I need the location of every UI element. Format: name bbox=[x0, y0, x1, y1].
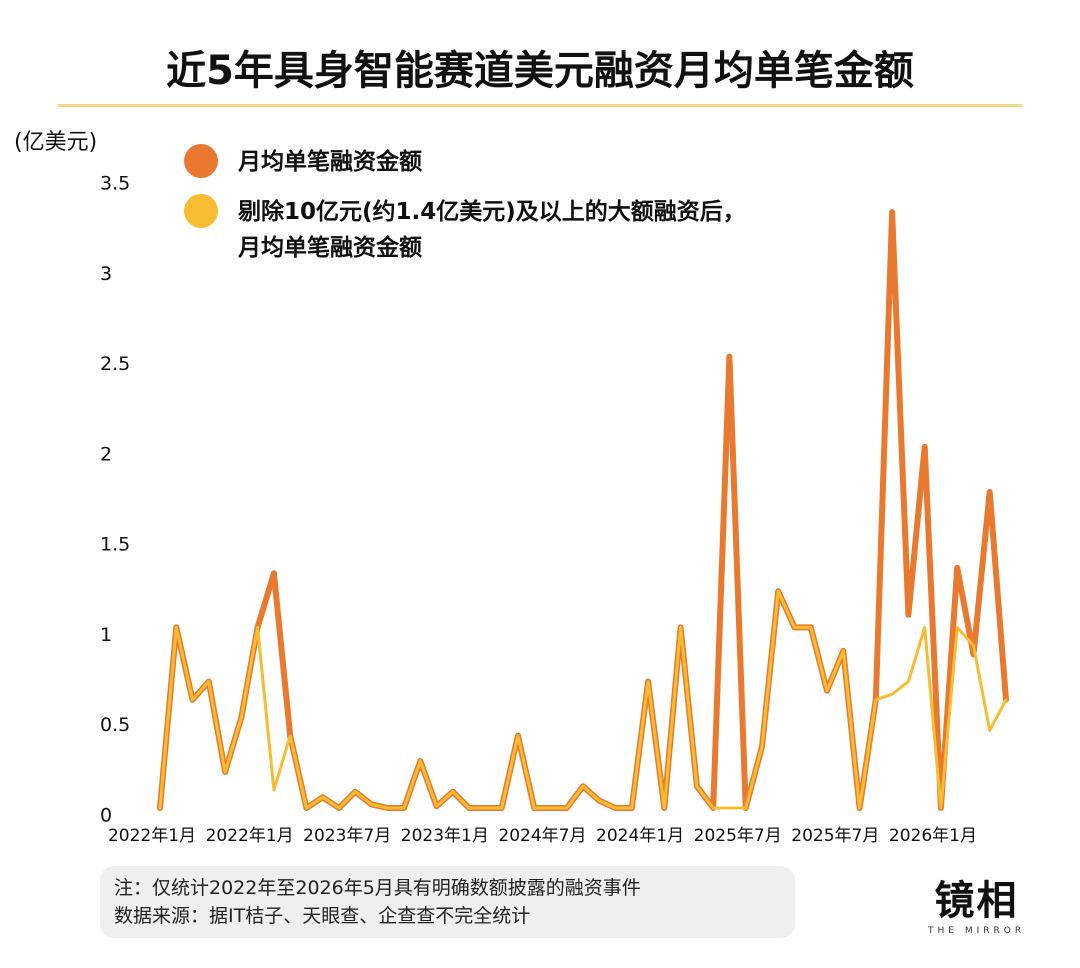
y-tick-label: 3.5 bbox=[100, 173, 130, 195]
logo-main: 镜相 bbox=[934, 878, 1019, 924]
legend-label: 剔除10亿元(约1.4亿美元)及以上的大额融资后， 月均单笔融资金额 bbox=[238, 199, 746, 261]
series-line bbox=[158, 589, 1008, 810]
y-axis-label: (亿美元) bbox=[14, 130, 98, 155]
y-tick-label: 0.5 bbox=[100, 714, 130, 736]
y-tick-label: 2 bbox=[100, 443, 112, 465]
note: 数据来源：据IT桔子、天眼查、企查查不完全统计 bbox=[114, 905, 531, 927]
y-tick-label: 1.5 bbox=[100, 534, 130, 556]
y-tick-label: 1 bbox=[100, 624, 112, 646]
legend-item: 剔除10亿元(约1.4亿美元)及以上的大额融资后， 月均单笔融资金额 bbox=[184, 194, 746, 266]
x-tick-label: 2024年1月 bbox=[596, 826, 684, 846]
y-tick-label: 2.5 bbox=[100, 353, 130, 375]
notes: 注：仅统计2022年至2026年5月具有明确数额披露的融资事件 数据来源：据IT… bbox=[100, 866, 795, 938]
logo: 镜相 THE MIRROR bbox=[928, 868, 1025, 936]
x-tick-label: 2025年7月 bbox=[791, 826, 879, 846]
legend: 月均单笔融资金额剔除10亿元(约1.4亿美元)及以上的大额融资后， 月均单笔融资… bbox=[184, 144, 746, 280]
x-tick-label: 2026年1月 bbox=[889, 826, 977, 846]
y-tick-label: 0 bbox=[100, 805, 112, 827]
series-line bbox=[157, 209, 1009, 811]
x-tick-label: 2023年1月 bbox=[401, 826, 489, 846]
x-tick-label: 2022年1月 bbox=[108, 826, 196, 846]
x-tick-label: 2023年7月 bbox=[303, 826, 391, 846]
note: 注：仅统计2022年至2026年5月具有明确数额披露的融资事件 bbox=[114, 877, 641, 899]
legend-swatch bbox=[184, 194, 218, 228]
x-tick-label: 2022年1月 bbox=[206, 826, 294, 846]
x-tick-label: 2024年7月 bbox=[498, 826, 586, 846]
logo-sub: THE MIRROR bbox=[928, 926, 1026, 936]
y-tick-label: 3 bbox=[100, 263, 112, 285]
legend-swatch bbox=[184, 144, 218, 178]
legend-label: 月均单笔融资金额 bbox=[238, 149, 422, 175]
chart-title: 近5年具身智能赛道美元融资月均单笔金额 bbox=[166, 48, 914, 94]
title-rule bbox=[58, 104, 1022, 107]
legend-item: 月均单笔融资金额 bbox=[184, 144, 746, 180]
x-tick-label: 2025年7月 bbox=[694, 826, 782, 846]
